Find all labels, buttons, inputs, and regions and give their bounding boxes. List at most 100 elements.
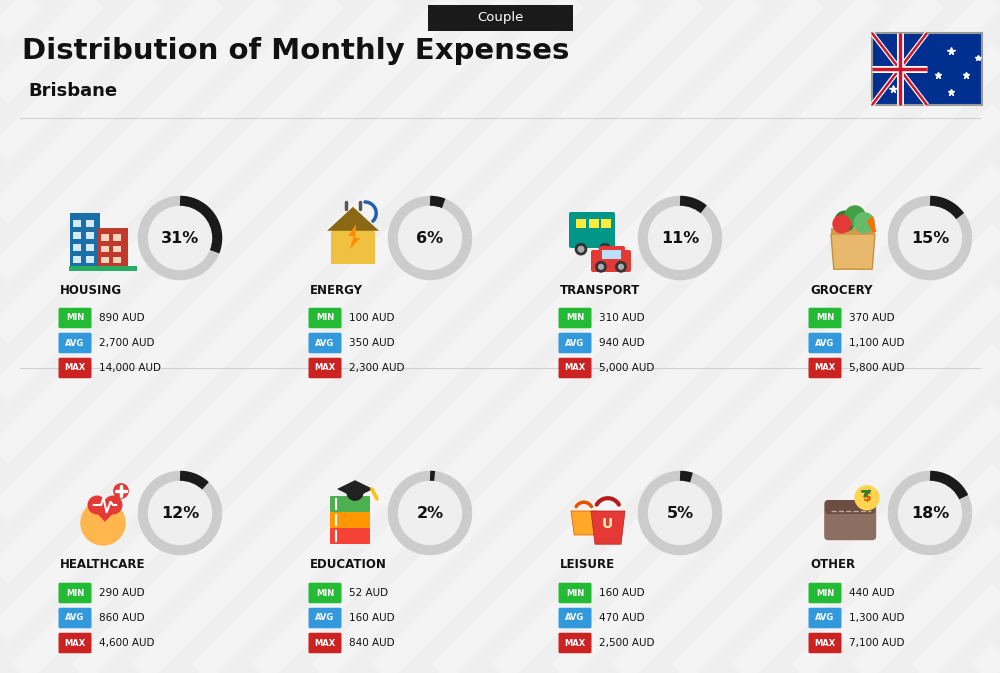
FancyBboxPatch shape (809, 583, 842, 603)
Text: 11%: 11% (661, 230, 699, 246)
Text: Couple: Couple (477, 11, 523, 24)
FancyBboxPatch shape (308, 332, 341, 353)
Circle shape (616, 262, 626, 272)
Text: MAX: MAX (564, 363, 586, 372)
Circle shape (81, 501, 125, 545)
Text: 160 AUD: 160 AUD (599, 588, 645, 598)
FancyBboxPatch shape (330, 496, 370, 512)
FancyBboxPatch shape (73, 232, 81, 239)
FancyBboxPatch shape (86, 256, 94, 263)
FancyBboxPatch shape (601, 219, 611, 228)
Circle shape (398, 481, 462, 544)
Text: 12%: 12% (161, 505, 199, 520)
FancyBboxPatch shape (558, 633, 592, 653)
Text: $: $ (863, 491, 871, 504)
FancyBboxPatch shape (98, 228, 128, 268)
FancyBboxPatch shape (69, 266, 137, 271)
Circle shape (599, 244, 611, 255)
Text: MIN: MIN (66, 588, 84, 598)
FancyBboxPatch shape (831, 227, 875, 235)
Text: 370 AUD: 370 AUD (849, 313, 895, 323)
Text: AVG: AVG (565, 614, 585, 623)
FancyBboxPatch shape (809, 633, 842, 653)
Text: LEISURE: LEISURE (560, 559, 615, 571)
FancyBboxPatch shape (113, 257, 121, 263)
Text: MAX: MAX (814, 639, 836, 647)
Text: 1,300 AUD: 1,300 AUD (849, 613, 905, 623)
Text: GROCERY: GROCERY (810, 283, 873, 297)
Text: HOUSING: HOUSING (60, 283, 122, 297)
Text: 860 AUD: 860 AUD (99, 613, 145, 623)
FancyBboxPatch shape (330, 512, 370, 528)
Text: 5,800 AUD: 5,800 AUD (849, 363, 905, 373)
Text: AVG: AVG (815, 614, 835, 623)
Circle shape (347, 484, 363, 500)
Text: MAX: MAX (564, 639, 586, 647)
FancyBboxPatch shape (59, 633, 92, 653)
FancyBboxPatch shape (59, 608, 92, 629)
FancyBboxPatch shape (809, 308, 842, 328)
Text: 350 AUD: 350 AUD (349, 338, 395, 348)
Circle shape (575, 244, 587, 255)
FancyBboxPatch shape (308, 308, 341, 328)
FancyBboxPatch shape (101, 257, 109, 263)
FancyBboxPatch shape (809, 332, 842, 353)
Circle shape (899, 481, 962, 544)
Circle shape (899, 207, 962, 269)
Text: Distribution of Monthly Expenses: Distribution of Monthly Expenses (22, 37, 569, 65)
FancyBboxPatch shape (558, 583, 592, 603)
Text: 15%: 15% (911, 230, 949, 246)
Polygon shape (331, 212, 375, 264)
FancyBboxPatch shape (59, 332, 92, 353)
Circle shape (148, 207, 212, 269)
Text: MIN: MIN (566, 314, 584, 322)
Text: TRANSPORT: TRANSPORT (560, 283, 640, 297)
Text: MIN: MIN (816, 314, 834, 322)
Text: MAX: MAX (814, 363, 836, 372)
Text: 160 AUD: 160 AUD (349, 613, 395, 623)
Circle shape (835, 211, 855, 232)
FancyBboxPatch shape (59, 583, 92, 603)
FancyBboxPatch shape (809, 358, 842, 378)
Polygon shape (337, 481, 373, 498)
Text: 470 AUD: 470 AUD (599, 613, 645, 623)
Text: ENERGY: ENERGY (310, 283, 363, 297)
Text: 5,000 AUD: 5,000 AUD (599, 363, 654, 373)
FancyBboxPatch shape (86, 232, 94, 239)
Text: 52 AUD: 52 AUD (349, 588, 388, 598)
FancyBboxPatch shape (602, 250, 621, 259)
FancyBboxPatch shape (73, 256, 81, 263)
Circle shape (845, 206, 865, 226)
Text: 440 AUD: 440 AUD (849, 588, 895, 598)
FancyBboxPatch shape (73, 220, 81, 227)
FancyBboxPatch shape (824, 500, 876, 540)
Text: 2,500 AUD: 2,500 AUD (599, 638, 654, 648)
Polygon shape (571, 511, 597, 535)
Circle shape (596, 262, 606, 272)
FancyBboxPatch shape (101, 234, 109, 241)
Text: 2%: 2% (416, 505, 444, 520)
Text: 31%: 31% (161, 230, 199, 246)
Text: 940 AUD: 940 AUD (599, 338, 645, 348)
Text: MAX: MAX (314, 639, 336, 647)
Text: 6%: 6% (416, 230, 444, 246)
Circle shape (648, 481, 712, 544)
Text: AVG: AVG (815, 339, 835, 347)
Text: 7,100 AUD: 7,100 AUD (849, 638, 905, 648)
FancyBboxPatch shape (308, 608, 341, 629)
FancyBboxPatch shape (872, 33, 982, 105)
FancyBboxPatch shape (330, 528, 370, 544)
FancyBboxPatch shape (558, 358, 592, 378)
FancyBboxPatch shape (599, 246, 625, 262)
Circle shape (833, 215, 851, 233)
Text: 14,000 AUD: 14,000 AUD (99, 363, 161, 373)
Polygon shape (831, 234, 875, 269)
FancyBboxPatch shape (59, 308, 92, 328)
Text: MAX: MAX (314, 363, 336, 372)
Text: AVG: AVG (315, 614, 335, 623)
Circle shape (578, 246, 584, 252)
Text: Brisbane: Brisbane (28, 82, 117, 100)
FancyBboxPatch shape (558, 308, 592, 328)
Text: 890 AUD: 890 AUD (99, 313, 145, 323)
FancyBboxPatch shape (86, 244, 94, 251)
